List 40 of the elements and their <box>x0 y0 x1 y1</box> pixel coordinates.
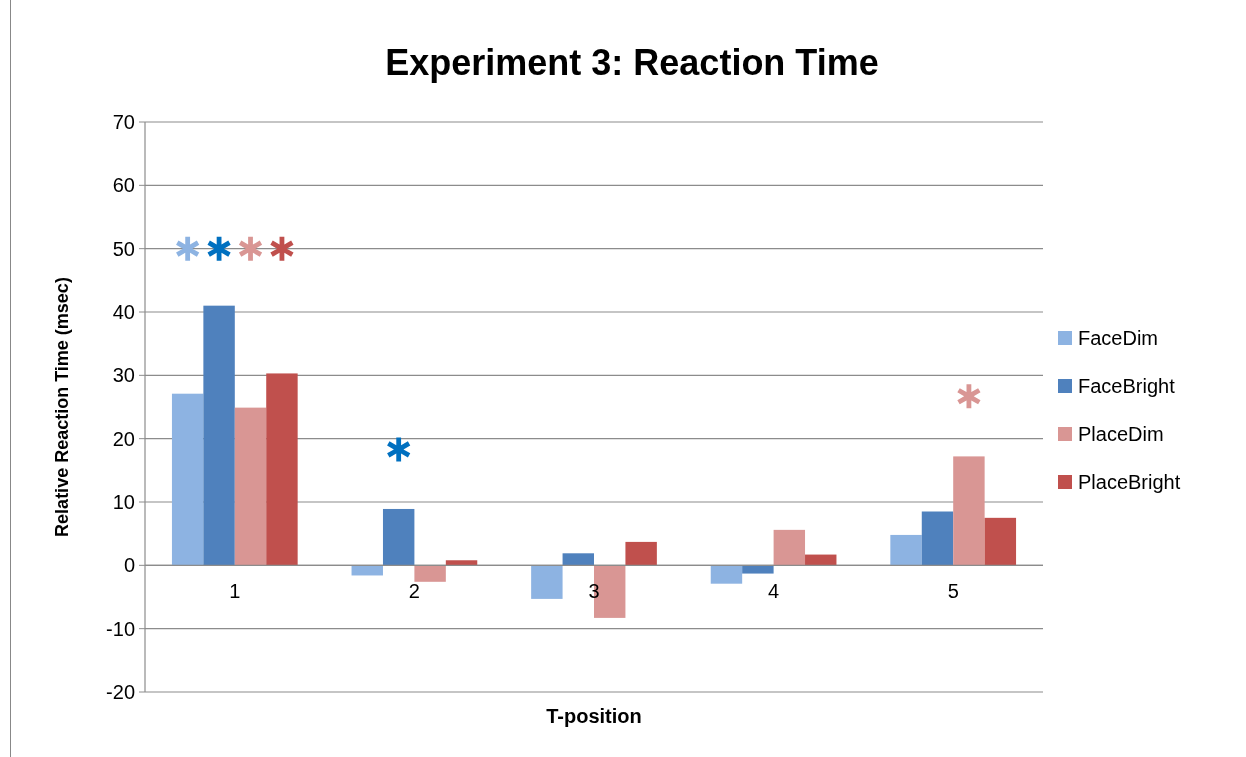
x-tick-label: 1 <box>229 580 241 603</box>
y-tick-label: 40 <box>112 301 135 323</box>
y-tick-label: 70 <box>112 111 135 133</box>
y-axis-title: Relative Reaction Time (msec) <box>52 277 72 537</box>
bar <box>742 565 774 574</box>
bar <box>531 565 563 599</box>
y-tick-label: 10 <box>112 491 135 513</box>
x-tick-label: 4 <box>768 580 780 603</box>
bar <box>953 456 985 566</box>
x-axis-title: T-position <box>546 705 642 727</box>
bar <box>171 393 204 566</box>
legend-label: FaceDim <box>1078 327 1159 349</box>
legend-label: PlaceBright <box>1078 471 1181 493</box>
legend-label: FaceBright <box>1078 375 1176 397</box>
y-tick-label: -10 <box>106 617 135 640</box>
bar <box>890 534 922 566</box>
x-tick-label: 2 <box>408 580 420 603</box>
y-tick-label: 0 <box>123 554 135 577</box>
bar <box>921 511 954 566</box>
bar <box>203 305 235 566</box>
y-tick-label: 30 <box>112 364 135 387</box>
bar <box>266 373 298 566</box>
y-tick-label: 20 <box>112 427 135 450</box>
bar <box>234 407 267 566</box>
legend-label: PlaceDim <box>1078 423 1164 445</box>
y-tick-label: 60 <box>112 174 135 197</box>
bar <box>773 529 806 566</box>
bar <box>414 565 446 582</box>
bar <box>984 517 1017 566</box>
bar <box>625 541 657 566</box>
x-tick-label: 3 <box>588 580 600 603</box>
bar <box>382 508 415 566</box>
bar <box>710 565 743 584</box>
x-tick-label: 5 <box>947 580 959 603</box>
bar <box>805 554 837 566</box>
chart-title: Experiment 3: Reaction Time <box>385 42 879 83</box>
y-tick-label: -20 <box>106 681 135 703</box>
bar <box>562 553 594 566</box>
y-tick-label: 50 <box>112 237 135 260</box>
bar <box>445 560 478 566</box>
